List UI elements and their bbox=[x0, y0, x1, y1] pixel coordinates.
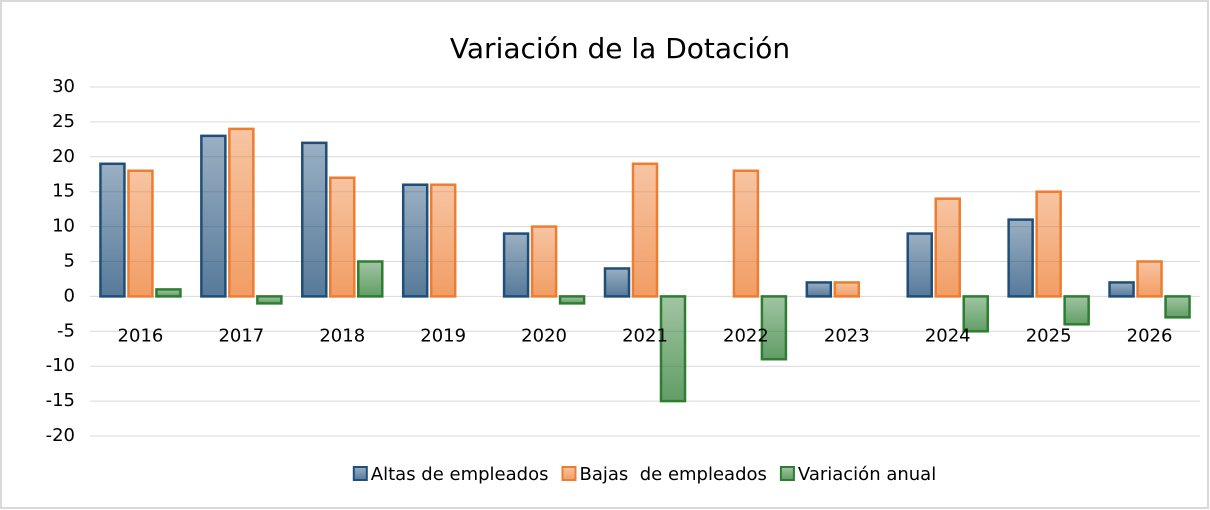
y-tick-label: 0 bbox=[64, 285, 75, 306]
y-tick-label: 5 bbox=[64, 251, 75, 272]
legend-swatch bbox=[352, 466, 368, 481]
x-tick-label: 2021 bbox=[622, 325, 668, 346]
x-tick-label: 2025 bbox=[1026, 325, 1072, 346]
bar bbox=[228, 127, 255, 298]
y-tick-label: 20 bbox=[52, 146, 75, 167]
y-tick-label: -20 bbox=[46, 425, 75, 446]
legend-item: Bajas de empleados bbox=[561, 464, 767, 485]
bar bbox=[732, 169, 760, 298]
bar bbox=[1108, 281, 1135, 298]
bar bbox=[1007, 218, 1034, 298]
x-tick-label: 2020 bbox=[521, 325, 567, 346]
bar bbox=[906, 232, 933, 298]
bar bbox=[1035, 190, 1062, 298]
legend-label: Variación anual bbox=[798, 464, 936, 485]
bar bbox=[502, 232, 530, 298]
bar bbox=[603, 267, 631, 298]
legend-item: Altas de empleados bbox=[352, 464, 549, 485]
bar bbox=[357, 260, 384, 298]
x-tick-label: 2019 bbox=[420, 325, 466, 346]
bar bbox=[760, 295, 788, 361]
y-tick-label: 10 bbox=[52, 216, 75, 237]
x-tick-label: 2023 bbox=[824, 325, 870, 346]
chart-title: Variación de la Dotación bbox=[450, 32, 790, 65]
bar bbox=[127, 169, 154, 298]
bar bbox=[805, 281, 833, 298]
bar bbox=[329, 176, 356, 298]
y-tick-label: -10 bbox=[46, 355, 75, 376]
legend-item: Variación anual bbox=[779, 464, 936, 485]
bar bbox=[659, 295, 687, 403]
x-tick-label: 2022 bbox=[723, 325, 769, 346]
x-tick-label: 2016 bbox=[118, 325, 164, 346]
bar bbox=[558, 295, 586, 305]
bar bbox=[1063, 295, 1090, 326]
bar bbox=[155, 288, 182, 298]
legend-label: Bajas de empleados bbox=[579, 464, 766, 485]
bar bbox=[1164, 295, 1191, 319]
y-tick-label: 25 bbox=[52, 111, 75, 132]
legend-swatch bbox=[779, 466, 795, 481]
bar bbox=[934, 197, 961, 298]
bar bbox=[401, 183, 429, 298]
y-tick-label: 30 bbox=[52, 76, 75, 97]
x-tick-label: 2024 bbox=[925, 325, 971, 346]
bar bbox=[256, 295, 283, 305]
bar bbox=[99, 162, 126, 298]
y-tick-label: -15 bbox=[46, 390, 75, 411]
bar bbox=[301, 141, 328, 298]
x-tick-label: 2026 bbox=[1127, 325, 1173, 346]
bar bbox=[530, 225, 558, 298]
bar bbox=[429, 183, 457, 298]
y-tick-label: 15 bbox=[52, 181, 75, 202]
bar bbox=[833, 281, 861, 298]
bar bbox=[962, 295, 989, 333]
x-tick-label: 2017 bbox=[218, 325, 264, 346]
bar bbox=[200, 134, 227, 298]
x-tick-label: 2018 bbox=[319, 325, 365, 346]
bar bbox=[631, 162, 659, 298]
legend-swatch bbox=[561, 466, 577, 481]
bar bbox=[1136, 260, 1163, 298]
legend-label: Altas de empleados bbox=[371, 464, 549, 485]
y-tick-label: -5 bbox=[57, 320, 75, 341]
